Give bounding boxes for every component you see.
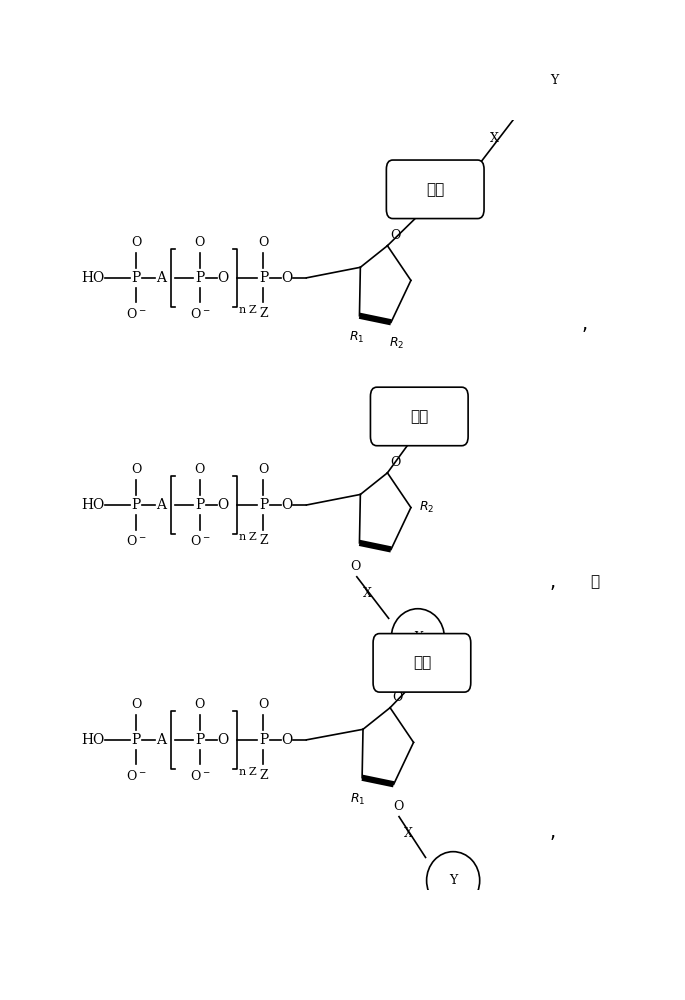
Text: Z: Z [249, 767, 256, 777]
Text: O: O [131, 698, 141, 711]
Text: O: O [282, 271, 292, 285]
Text: O$^-$: O$^-$ [190, 307, 210, 321]
Text: Z: Z [249, 305, 256, 315]
Text: ,: , [582, 315, 588, 334]
Text: 碱基: 碱基 [410, 409, 428, 424]
Text: P: P [259, 271, 268, 285]
Text: O$^-$: O$^-$ [190, 769, 210, 783]
Text: HO: HO [81, 733, 104, 747]
Text: X: X [363, 587, 372, 600]
Text: P: P [195, 733, 204, 747]
Text: $R_2$: $R_2$ [419, 500, 434, 515]
Text: O$^-$: O$^-$ [126, 769, 147, 783]
Text: n: n [239, 305, 247, 315]
Text: 碱基: 碱基 [426, 182, 445, 197]
Text: $R_2$: $R_2$ [388, 336, 404, 351]
Text: O: O [390, 229, 401, 242]
Text: P: P [132, 271, 140, 285]
Text: O: O [350, 560, 360, 573]
Text: X: X [403, 827, 412, 840]
Text: A: A [156, 498, 166, 512]
Text: O: O [195, 236, 205, 249]
Text: O: O [282, 498, 292, 512]
Text: 碱基: 碱基 [413, 655, 431, 670]
Text: P: P [259, 498, 268, 512]
Text: O$^-$: O$^-$ [126, 534, 147, 548]
Text: Y: Y [414, 631, 422, 644]
Text: Y: Y [449, 874, 458, 887]
Text: O: O [131, 236, 141, 249]
Text: O: O [195, 698, 205, 711]
Text: O: O [258, 698, 269, 711]
Text: $R_1$: $R_1$ [349, 330, 364, 345]
Text: O: O [258, 463, 269, 476]
Text: O: O [393, 691, 403, 704]
Text: A: A [156, 733, 166, 747]
Text: O: O [218, 498, 229, 512]
FancyBboxPatch shape [373, 634, 471, 692]
Text: HO: HO [81, 498, 104, 512]
Text: O: O [258, 236, 269, 249]
Text: HO: HO [81, 271, 104, 285]
Text: X: X [490, 132, 499, 145]
Text: P: P [132, 733, 140, 747]
FancyBboxPatch shape [371, 387, 468, 446]
Text: P: P [259, 733, 268, 747]
FancyBboxPatch shape [386, 160, 484, 219]
Text: n: n [239, 532, 247, 542]
Text: O: O [131, 463, 141, 476]
Text: O: O [218, 271, 229, 285]
Text: O$^-$: O$^-$ [126, 307, 147, 321]
Text: P: P [195, 271, 204, 285]
Text: ,: , [550, 572, 556, 591]
Text: O: O [390, 456, 401, 469]
Text: $R_1$: $R_1$ [350, 792, 366, 807]
Text: Z: Z [259, 307, 268, 320]
Text: O: O [393, 800, 403, 813]
Text: O: O [195, 463, 205, 476]
Text: Z: Z [259, 534, 268, 547]
Text: Z: Z [249, 532, 256, 542]
Text: P: P [195, 498, 204, 512]
Text: ,: , [550, 823, 556, 842]
Text: P: P [132, 498, 140, 512]
Text: Z: Z [259, 769, 268, 782]
Text: O$^-$: O$^-$ [190, 534, 210, 548]
Text: A: A [156, 271, 166, 285]
Text: Y: Y [551, 74, 559, 87]
Text: n: n [239, 767, 247, 777]
Text: O: O [218, 733, 229, 747]
Text: O: O [282, 733, 292, 747]
Text: 或: 或 [590, 574, 600, 589]
